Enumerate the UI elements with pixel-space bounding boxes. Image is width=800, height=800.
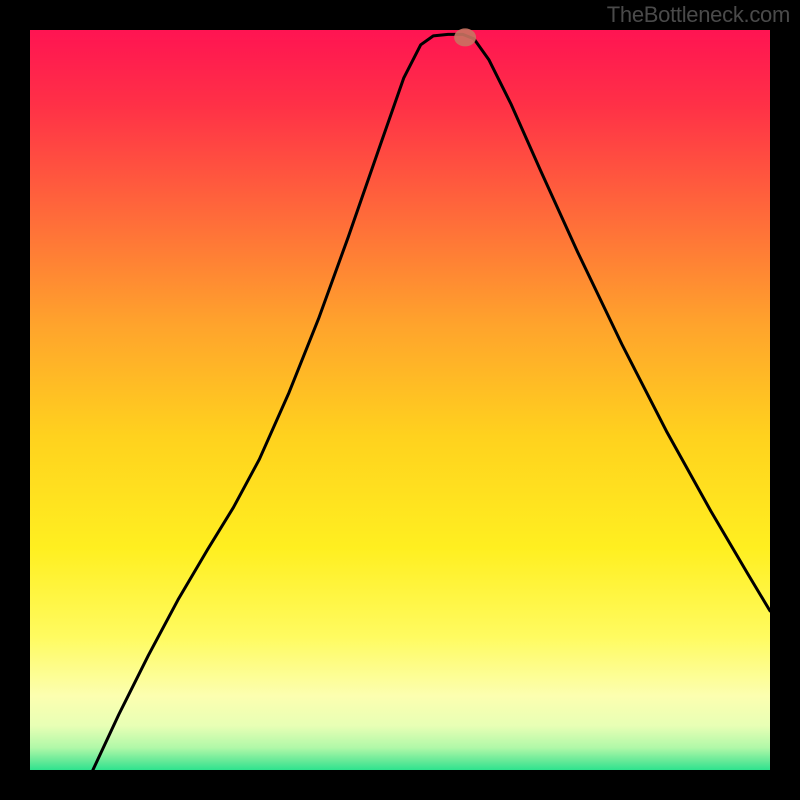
chart-container: { "meta": { "watermark": "TheBottleneck.… (0, 0, 800, 800)
plot-background (30, 30, 770, 770)
bottleneck-chart (0, 0, 800, 800)
optimal-marker (454, 28, 476, 46)
watermark-text: TheBottleneck.com (607, 2, 790, 28)
